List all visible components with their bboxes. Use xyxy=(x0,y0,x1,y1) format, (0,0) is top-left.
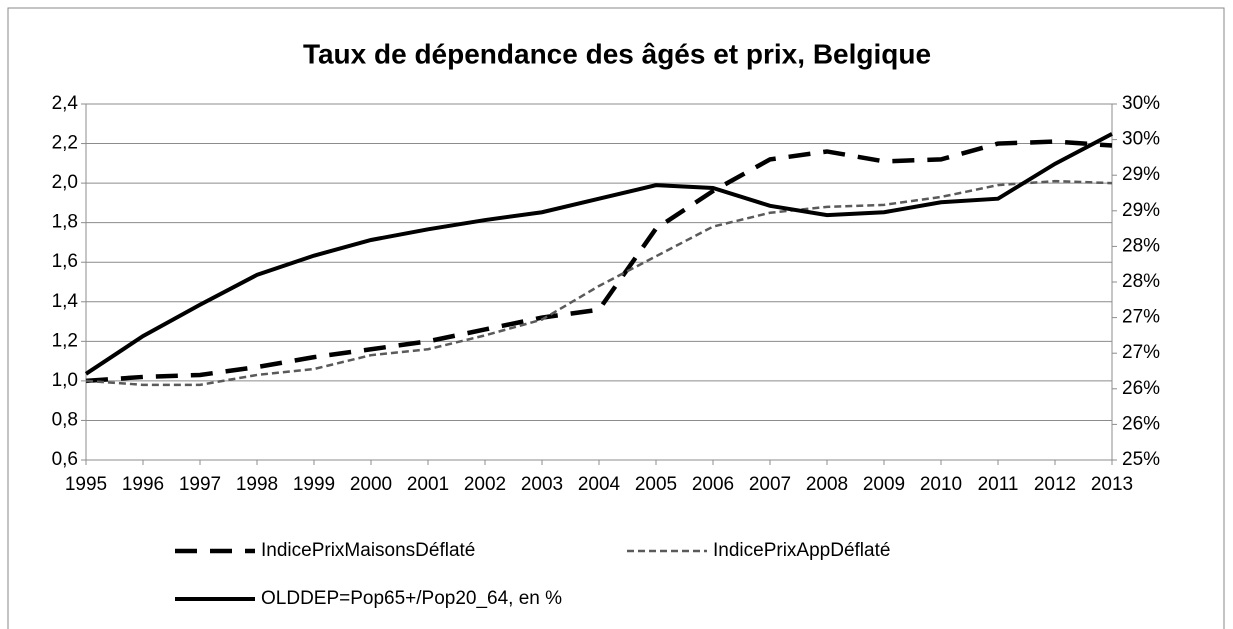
series-line xyxy=(85,179,1113,387)
y-tick-label: 1,8 xyxy=(52,212,78,233)
x-tick-label: 2010 xyxy=(920,474,962,495)
y2-tick-label: 29% xyxy=(1122,200,1160,221)
y2-tick-label: 26% xyxy=(1122,413,1160,434)
y2-tick-label: 27% xyxy=(1122,342,1160,363)
y2-tick-label: 28% xyxy=(1122,235,1160,256)
y-tick-label: 1,6 xyxy=(52,251,78,272)
y2-tick-label: 30% xyxy=(1122,93,1160,114)
legend-label: IndicePrixAppDéflaté xyxy=(713,540,890,561)
x-tick-label: 2005 xyxy=(635,474,677,495)
x-tick-label: 2006 xyxy=(692,474,734,495)
x-tick-label: 1999 xyxy=(293,474,335,495)
y-tick-label: 1,2 xyxy=(52,330,78,351)
legend-label: IndicePrixMaisonsDéflaté xyxy=(261,540,475,561)
x-tick-label: 2007 xyxy=(749,474,791,495)
series-line xyxy=(85,139,1113,384)
x-tick-label: 2011 xyxy=(978,474,1019,495)
y2-tick-label: 30% xyxy=(1122,129,1160,150)
y-tick-label: 0,6 xyxy=(52,449,78,470)
x-tick-label: 2013 xyxy=(1091,474,1133,495)
y2-tick-label: 25% xyxy=(1122,449,1160,470)
x-tick-label: 2009 xyxy=(863,474,905,495)
y-tick-label: 2,4 xyxy=(52,93,79,114)
x-tick-label: 2001 xyxy=(407,474,449,495)
x-tick-label: 2004 xyxy=(578,474,621,495)
y-tick-label: 1,4 xyxy=(52,291,79,312)
y-tick-label: 0,8 xyxy=(52,409,78,430)
y2-tick-label: 27% xyxy=(1122,307,1160,328)
x-tick-label: 1996 xyxy=(122,474,164,495)
chart-title: Taux de dépendance des âgés et prix, Bel… xyxy=(303,38,931,69)
x-tick-label: 2000 xyxy=(350,474,392,495)
x-tick-label: 2003 xyxy=(521,474,563,495)
x-tick-label: 1997 xyxy=(179,474,221,495)
chart-frame xyxy=(7,7,1225,629)
x-tick-label: 2008 xyxy=(806,474,848,495)
y2-tick-label: 26% xyxy=(1122,378,1160,399)
x-tick-label: 2012 xyxy=(1034,474,1076,495)
y-tick-label: 1,0 xyxy=(52,370,78,391)
y-tick-label: 2,0 xyxy=(52,172,78,193)
y2-tick-label: 28% xyxy=(1122,271,1160,292)
x-tick-label: 1995 xyxy=(65,474,107,495)
y-tick-label: 2,2 xyxy=(52,133,78,154)
x-tick-label: 2002 xyxy=(464,474,506,495)
legend-label: OLDDEP=Pop65+/Pop20_64, en % xyxy=(261,588,562,609)
y2-tick-label: 29% xyxy=(1122,164,1160,185)
series-line xyxy=(84,132,1113,376)
x-tick-label: 1998 xyxy=(236,474,278,495)
